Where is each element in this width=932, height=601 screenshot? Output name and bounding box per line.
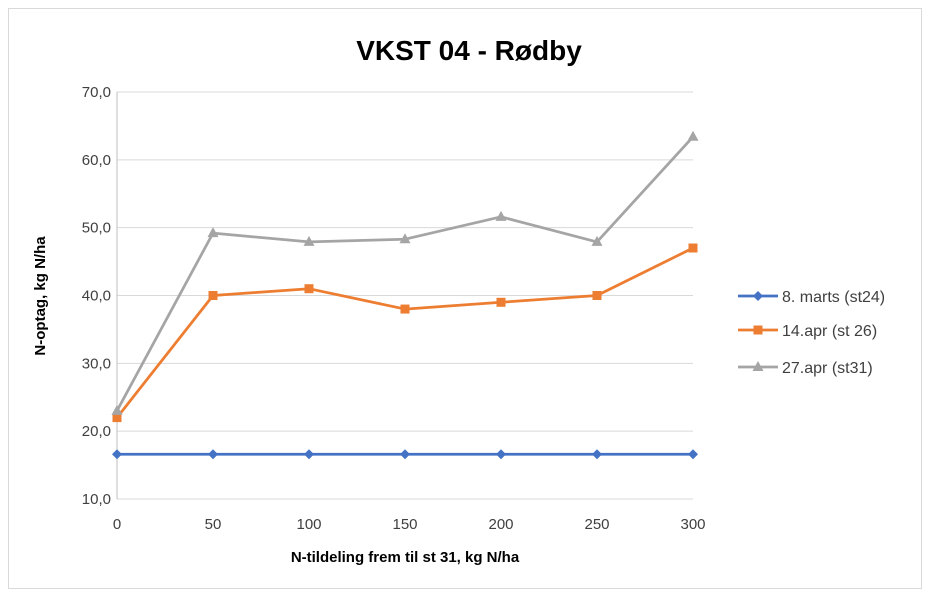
x-tick-label: 50 (205, 516, 222, 533)
x-tick-label: 200 (488, 516, 513, 533)
data-point (208, 449, 218, 460)
y-tick-label: 70,0 (82, 84, 111, 101)
x-tick-label: 250 (584, 516, 609, 533)
data-point (496, 297, 506, 307)
chart-title: VKST 04 - Rødby (356, 35, 582, 66)
data-point (687, 130, 699, 141)
series-line (115, 135, 695, 412)
data-point (400, 449, 410, 460)
x-tick-label: 150 (392, 516, 417, 533)
legend-marker (753, 325, 763, 335)
data-point (592, 449, 602, 460)
data-point (303, 235, 315, 246)
series-1 (112, 243, 698, 423)
series-0 (112, 449, 698, 460)
series-line (115, 246, 694, 419)
data-point (304, 449, 314, 460)
data-point (592, 291, 602, 300)
chart-area (8, 8, 922, 589)
y-tick-label: 40,0 (82, 288, 111, 305)
data-point (591, 235, 603, 246)
data-point (400, 304, 410, 314)
series-2 (111, 130, 699, 415)
data-point (207, 227, 219, 238)
data-point (304, 284, 314, 294)
data-point (112, 449, 122, 460)
data-point (399, 233, 411, 244)
data-point (111, 404, 123, 415)
data-point (112, 413, 122, 423)
data-point (495, 210, 507, 221)
y-tick-label: 60,0 (82, 152, 111, 169)
y-tick-label: 20,0 (82, 423, 111, 440)
legend-label: 27.apr (st31) (782, 360, 873, 377)
y-tick-label: 30,0 (82, 355, 111, 372)
x-tick-label: 300 (680, 516, 705, 533)
x-axis-label: N-tildeling frem til st 31, kg N/ha (291, 549, 520, 566)
legend-label: 8. marts (st24) (782, 289, 885, 306)
legend-marker (753, 291, 763, 301)
data-point (208, 291, 218, 300)
data-point (688, 449, 698, 460)
y-axis-label: N-optag, kg N/ha (32, 236, 49, 356)
y-tick-label: 10,0 (82, 491, 111, 508)
legend-marker (752, 361, 764, 371)
y-tick-label: 50,0 (82, 220, 111, 237)
data-point (496, 449, 506, 460)
x-tick-label: 0 (113, 516, 121, 533)
x-tick-label: 100 (296, 516, 321, 533)
data-point (688, 243, 698, 253)
legend-label: 14.apr (st 26) (782, 323, 877, 340)
